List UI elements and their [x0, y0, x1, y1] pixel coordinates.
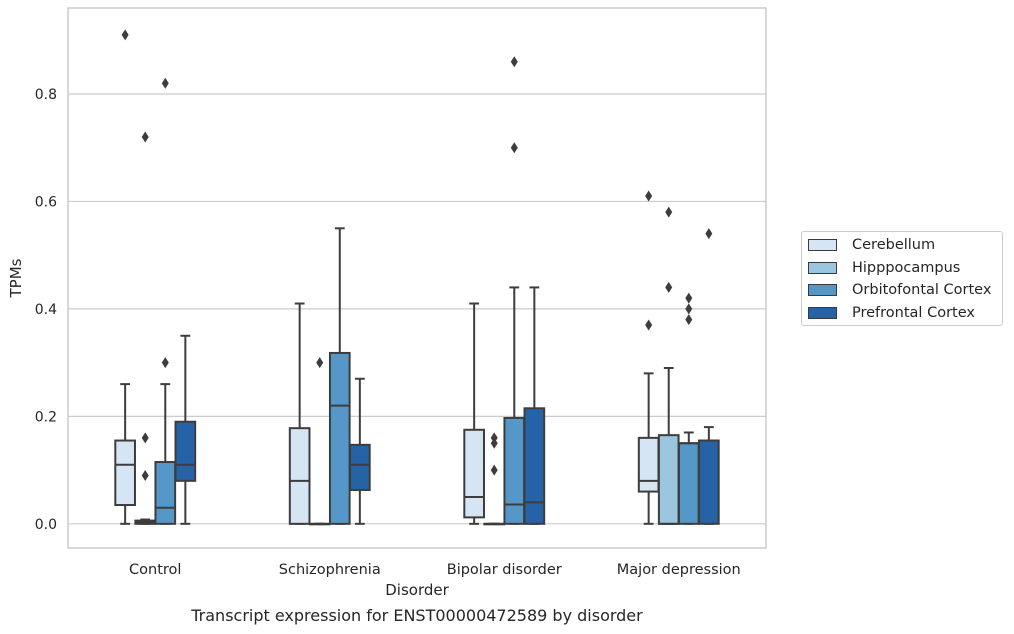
- x-tick-label: Control: [129, 562, 181, 578]
- box-group: [483, 432, 506, 526]
- y-axis-ticks: 0.0 0.2 0.4 0.6 0.8: [35, 87, 57, 533]
- outlier-point: [705, 228, 713, 240]
- box: [288, 427, 311, 525]
- box-groups: [114, 29, 720, 526]
- box: [154, 461, 177, 525]
- box-group: [698, 228, 720, 525]
- box-group: [328, 227, 351, 525]
- outlier-point: [645, 190, 653, 202]
- box-group: [154, 77, 177, 525]
- x-axis-ticks: Control Schizophrenia Bipolar disorder Majo…: [129, 562, 741, 578]
- legend-label-prefrontal: Prefrontal Cortex: [852, 305, 975, 321]
- box: [328, 351, 351, 525]
- box-group: [523, 286, 546, 525]
- box: [657, 434, 680, 525]
- box: [114, 439, 136, 507]
- outlier-point: [665, 206, 673, 218]
- box: [349, 443, 371, 491]
- box-group: [288, 302, 311, 525]
- x-axis-label: Disorder: [385, 581, 449, 599]
- outlier-point: [141, 469, 149, 481]
- box: [503, 416, 526, 525]
- legend-label-orbitofrontal: Orbitofontal Cortex: [852, 282, 992, 298]
- y-axis-label: TPMs: [7, 258, 25, 298]
- box: [698, 439, 720, 525]
- box-group: [463, 302, 485, 525]
- outlier-point: [141, 432, 149, 444]
- box-group: [657, 206, 680, 525]
- outlier-point: [685, 314, 693, 326]
- outlier-point: [685, 292, 693, 304]
- outlier-point: [685, 303, 693, 315]
- outlier-point: [490, 464, 498, 476]
- box: [523, 407, 546, 525]
- box: [677, 442, 700, 525]
- y-tick-label: 0.4: [35, 302, 57, 318]
- x-tick-label: Schizophrenia: [279, 562, 381, 578]
- chart-caption: Transcript expression for ENST0000047258…: [191, 606, 643, 625]
- outlier-point: [161, 77, 169, 89]
- box-group: [114, 29, 136, 525]
- outlier-point: [121, 29, 129, 41]
- outlier-point: [161, 357, 169, 369]
- y-tick-label: 0.8: [35, 87, 57, 103]
- outlier-point: [510, 142, 518, 154]
- y-tick-label: 0.2: [35, 409, 57, 425]
- legend-item-prefrontal: Prefrontal Cortex: [808, 303, 975, 323]
- outlier-point: [316, 357, 324, 369]
- legend-swatch-prefrontal: [808, 307, 837, 319]
- box: [637, 436, 660, 493]
- legend-swatch-cerebellum: [808, 239, 837, 251]
- legend-label-hippocampus: Hipppocampus: [852, 260, 961, 276]
- legend-item-orbitofrontal: Orbitofontal Cortex: [808, 280, 991, 300]
- plot-frame: [67, 7, 767, 549]
- outlier-point: [141, 131, 149, 143]
- legend: Cerebellum Hipppocampus Orbitofontal Cor…: [801, 231, 1003, 326]
- legend-swatch-orbitofrontal: [808, 284, 837, 296]
- y-tick-label: 0.0: [35, 517, 57, 533]
- box: [174, 420, 197, 482]
- legend-item-hippocampus: Hipppocampus: [808, 258, 960, 278]
- legend-item-cerebellum: Cerebellum: [808, 235, 935, 255]
- legend-swatch-hippocampus: [808, 262, 837, 274]
- box-group: [637, 190, 660, 525]
- box-group: [677, 292, 700, 525]
- outlier-point: [510, 56, 518, 68]
- x-tick-label: Major depression: [617, 562, 741, 578]
- box: [463, 428, 485, 519]
- outlier-point: [645, 319, 653, 331]
- y-tick-label: 0.6: [35, 194, 57, 210]
- x-tick-label: Bipolar disorder: [447, 562, 562, 578]
- box-group: [174, 334, 197, 525]
- outlier-point: [665, 281, 673, 293]
- legend-label-cerebellum: Cerebellum: [852, 237, 936, 253]
- box-group: [349, 377, 371, 525]
- outlier-point: [490, 432, 498, 444]
